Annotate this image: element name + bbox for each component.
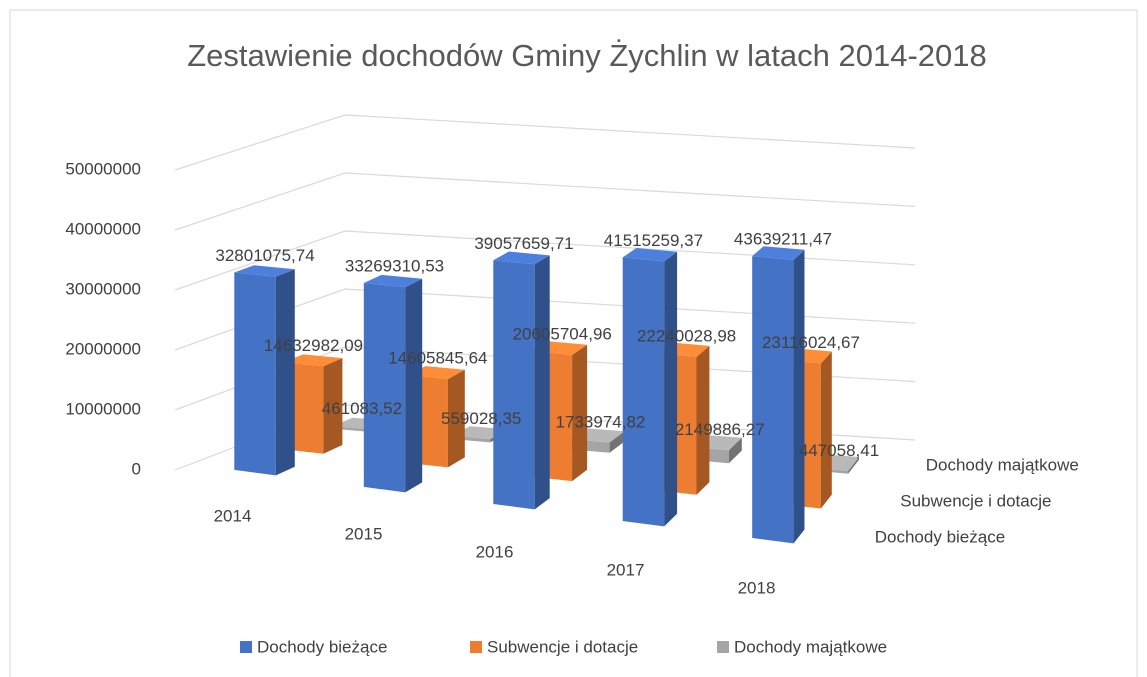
y-tick-label: 40000000: [65, 219, 141, 238]
bar-side: [572, 344, 588, 482]
bar-side: [405, 278, 423, 493]
bar-front: [363, 283, 406, 493]
bar-side: [275, 269, 295, 476]
depth-label: Subwencje i dotacje: [900, 491, 1051, 510]
bar-front: [622, 257, 665, 527]
x-tick-label: 2016: [476, 542, 514, 561]
bar: [363, 274, 423, 493]
grid-line: [174, 288, 916, 351]
legend-swatch: [717, 641, 729, 653]
bar-top: [752, 246, 805, 260]
depth-label: Dochody bieżące: [875, 527, 1005, 546]
x-tick-label: 2017: [607, 560, 645, 579]
data-label: 461083,52: [322, 399, 402, 418]
legend-swatch: [240, 641, 252, 653]
data-label: 14632982,09: [264, 336, 363, 355]
bar-top: [493, 251, 550, 265]
grid-line: [174, 230, 916, 291]
bar-side: [820, 351, 832, 509]
data-label: 23116024,67: [762, 333, 860, 352]
bar-front: [493, 260, 535, 510]
bar-side: [664, 251, 678, 527]
bar: [752, 246, 805, 544]
bar-side: [793, 249, 805, 544]
bar-side: [534, 255, 550, 510]
bar-side: [447, 369, 465, 468]
bar-top: [363, 274, 423, 288]
chart-border: [9, 9, 1138, 677]
data-label: 43639211,47: [734, 230, 832, 249]
data-label: 39057659,71: [474, 234, 573, 253]
y-tick-label: 10000000: [65, 399, 141, 418]
legend-label: Dochody majątkowe: [734, 637, 887, 656]
data-label: 20605704,96: [513, 324, 612, 343]
legend-swatch: [470, 641, 482, 653]
bar-top: [622, 248, 678, 262]
bar-front: [752, 256, 794, 544]
bar-front: [332, 426, 371, 432]
bar-top: [283, 354, 343, 367]
legend-label: Dochody bieżące: [257, 637, 387, 656]
bar: [234, 265, 295, 476]
x-tick-label: 2015: [345, 524, 383, 543]
depth-label: Dochody majątkowe: [926, 455, 1079, 474]
grid-line: [174, 172, 916, 231]
y-tick-label: 0: [132, 459, 141, 478]
grid-line: [174, 114, 916, 171]
bar: [622, 248, 678, 527]
data-label: 32801075,74: [215, 246, 314, 265]
bar: [493, 251, 550, 510]
x-tick-label: 2014: [214, 506, 252, 525]
legend-label: Subwencje i dotacje: [487, 637, 638, 656]
y-tick-label: 20000000: [65, 339, 141, 358]
data-label: 22240028,98: [637, 326, 736, 345]
bar-top: [234, 265, 295, 277]
y-tick-label: 50000000: [65, 159, 141, 178]
chart-title: Zestawienie dochodów Gminy Żychlin w lat…: [187, 38, 987, 73]
data-label: 41515259,37: [604, 231, 703, 250]
grid-line: [174, 404, 916, 471]
data-label: 33269310,53: [345, 257, 444, 276]
bar-side: [848, 457, 859, 474]
y-tick-label: 30000000: [65, 279, 141, 298]
grid-line: [174, 346, 916, 411]
data-label: 559028,35: [441, 409, 521, 428]
bar-side: [696, 345, 710, 495]
bar-side: [323, 358, 343, 454]
data-label: 2149886,27: [675, 420, 765, 439]
data-label: 14605845,64: [388, 349, 487, 368]
data-label: 1733974,82: [556, 412, 646, 431]
data-label: 447058,41: [799, 441, 879, 460]
bar-side: [609, 431, 625, 453]
bar-side: [728, 437, 742, 464]
x-tick-label: 2018: [738, 578, 776, 597]
bar-front: [234, 272, 276, 476]
